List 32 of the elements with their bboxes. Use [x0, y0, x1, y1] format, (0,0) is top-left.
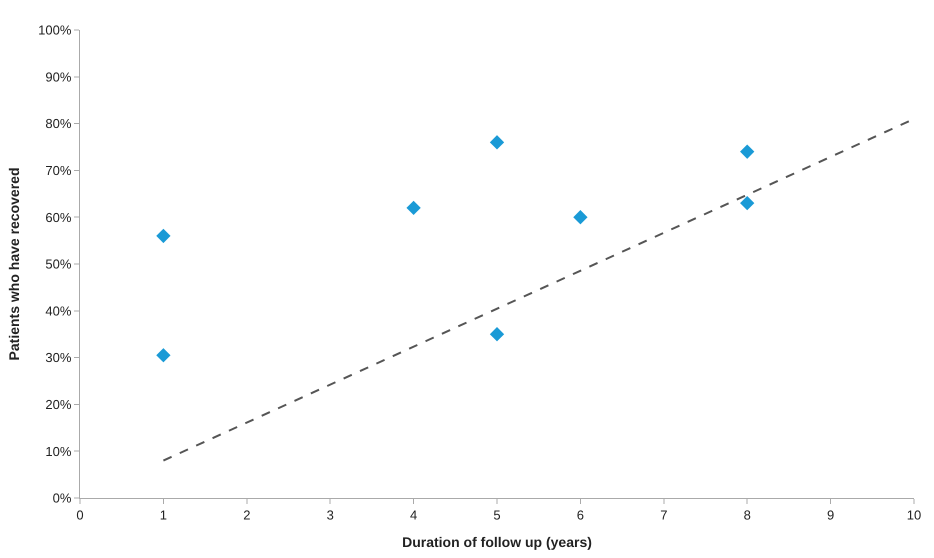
y-tick-label: 60% [45, 210, 72, 225]
point [490, 327, 504, 342]
y-tick-label: 100% [38, 22, 72, 38]
x-tick-label: 1 [160, 508, 168, 523]
point [156, 348, 171, 362]
x-tick-label: 6 [576, 508, 584, 523]
x-tick-label: 9 [826, 508, 834, 523]
x-tick-label: 5 [493, 508, 501, 523]
x-tick-label: 7 [660, 508, 668, 523]
y-axis-title: Patients who have recovered [6, 168, 22, 360]
y-tick-label: 90% [45, 69, 72, 84]
y-tick-label: 20% [45, 396, 72, 412]
point [740, 196, 754, 210]
point [406, 200, 421, 215]
point [490, 135, 504, 150]
x-tick-label: 3 [326, 508, 334, 523]
y-tick-label: 40% [45, 303, 72, 318]
y-tick-label: 70% [45, 162, 72, 178]
x-tick-label: 0 [76, 508, 84, 523]
x-tick-label: 4 [410, 508, 418, 523]
x-tick-label: 10 [906, 508, 922, 523]
y-tick-label: 80% [45, 116, 72, 132]
y-tick-label: 30% [45, 350, 72, 366]
y-tick-label: 50% [45, 256, 72, 272]
point [156, 228, 171, 244]
point [573, 210, 588, 224]
x-tick-label: 8 [744, 508, 751, 523]
x-tick-label: 2 [243, 508, 250, 523]
x-axis-title: Duration of follow up (years) [402, 534, 592, 550]
y-tick-label: 0% [52, 490, 72, 506]
point [740, 144, 754, 159]
y-tick-label: 10% [45, 444, 72, 459]
